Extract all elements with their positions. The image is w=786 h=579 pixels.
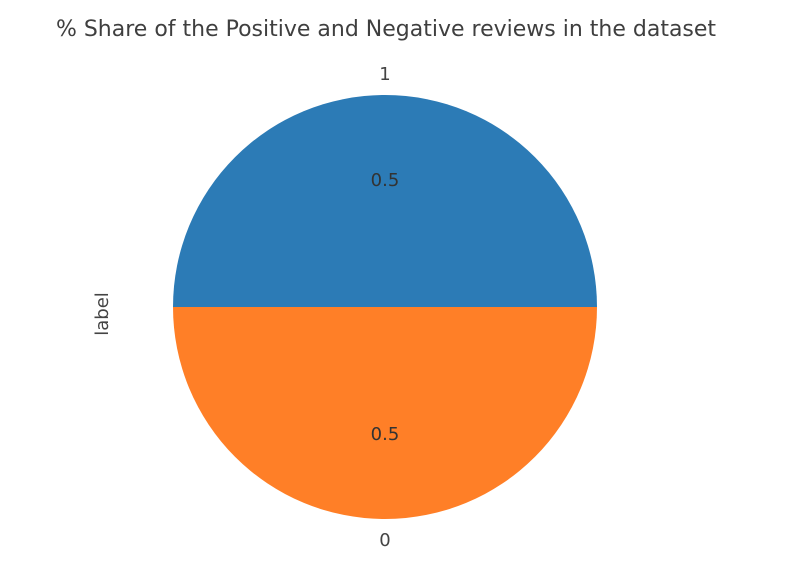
pie-slices [173, 95, 597, 519]
chart-title: % Share of the Positive and Negative rev… [56, 17, 716, 42]
slice-label-1: 1 [379, 64, 390, 85]
slice-label-0: 0 [379, 530, 390, 551]
slice-value-label-1: 0.5 [371, 170, 400, 191]
slice-value-label-0: 0.5 [371, 424, 400, 445]
pie-slice-1 [173, 95, 597, 307]
pie-slice-0 [173, 307, 597, 519]
y-axis-label: label [92, 292, 113, 336]
pie-labels: 1 0.5 0 0.5 [371, 64, 400, 551]
